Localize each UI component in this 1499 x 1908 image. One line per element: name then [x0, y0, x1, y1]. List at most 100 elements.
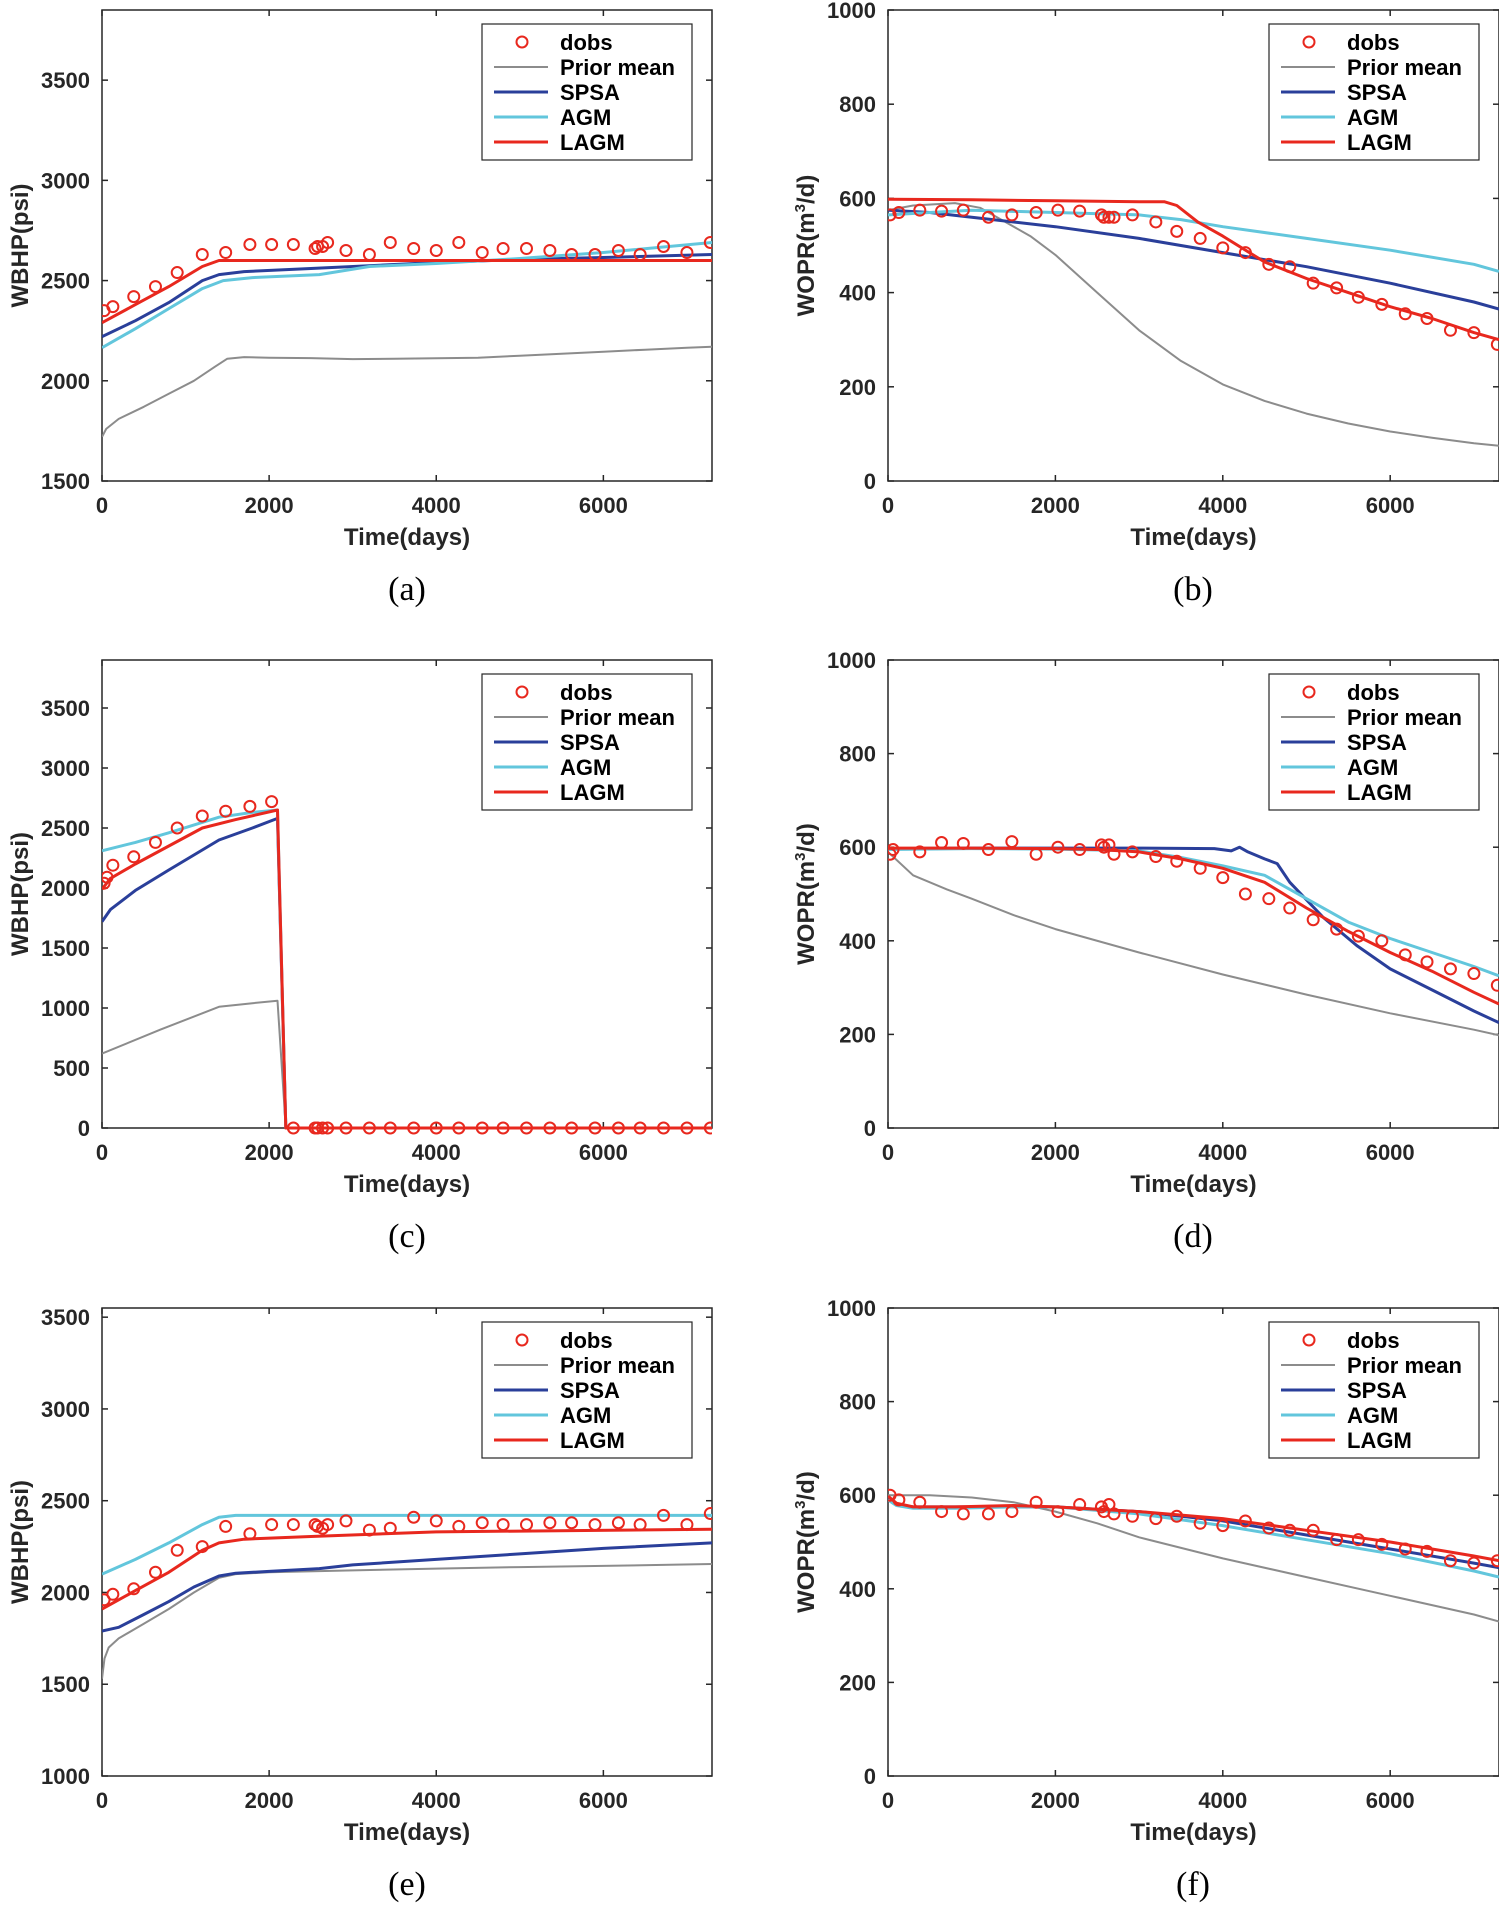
dobs-point: [429, 1514, 443, 1528]
dobs-point: [452, 1519, 466, 1533]
dobs-point: [1051, 1505, 1065, 1519]
dobs-point: [362, 1121, 376, 1135]
dobs-point: [1107, 1507, 1121, 1521]
chart-panel-a: 0 2000 4000 6000 1500 2000 2500 3000 3500 Time(da…: [7, 9, 713, 608]
legend-label-prior: Prior mean: [1347, 705, 1462, 730]
panel-caption: (d): [1173, 1218, 1213, 1255]
x-tick-label: 6000: [1366, 1140, 1415, 1165]
dobs-point: [1170, 854, 1184, 868]
y-axis-label: WOPR(m3/d): [792, 1471, 820, 1613]
y-tick-label: 200: [839, 375, 876, 400]
x-tick-label: 2000: [1031, 493, 1080, 518]
dobs-point: [475, 1516, 489, 1530]
series-line-agm: [102, 241, 712, 350]
dobs-point: [496, 242, 510, 256]
dobs-point: [1306, 276, 1320, 290]
dobs-point: [981, 843, 995, 857]
x-tick-label: 0: [882, 493, 894, 518]
legend-label-lagm: LAGM: [1347, 130, 1412, 155]
dobs-point: [219, 1519, 233, 1533]
series-line-spsa: [102, 1541, 712, 1633]
y-axis-label-sup: 3: [792, 204, 809, 212]
dobs-point: [339, 1121, 353, 1135]
legend-label-dobs: dobs: [1347, 680, 1400, 705]
dobs-point: [1490, 337, 1499, 351]
legend-dobs-marker: [515, 35, 529, 49]
y-axis-label-end: /d): [793, 1471, 820, 1500]
y-axis-label-end: /d): [793, 823, 820, 852]
dobs-point: [703, 235, 712, 249]
dobs-point: [913, 203, 927, 217]
y-axis-label-end: /d): [793, 175, 820, 204]
y-axis-label: WBHP(psi): [7, 184, 34, 308]
dobs-point: [1306, 913, 1320, 927]
dobs-point: [1420, 955, 1434, 969]
legend-label-spsa: SPSA: [1347, 1378, 1407, 1403]
y-tick-label: 200: [839, 1022, 876, 1047]
dobs-point: [429, 1121, 443, 1135]
y-tick-label: 1000: [827, 648, 876, 673]
y-axis-label: WBHP(psi): [7, 832, 34, 956]
series-line-prior: [102, 999, 712, 1129]
y-tick-label: 3000: [41, 168, 90, 193]
dobs-point: [286, 237, 300, 251]
dobs-point: [321, 1518, 335, 1532]
dobs-point: [170, 1543, 184, 1557]
legend-label-lagm: LAGM: [560, 780, 625, 805]
dobs-point: [1420, 1544, 1434, 1558]
series-line-lagm: [888, 197, 1499, 342]
dobs-point: [1102, 210, 1116, 224]
series-line-agm: [888, 847, 1499, 978]
dobs-point: [1125, 845, 1139, 859]
dobs-point: [1094, 208, 1108, 222]
dobs-point: [1170, 224, 1184, 238]
dobs-point: [565, 248, 579, 262]
y-tick-label: 3000: [41, 1397, 90, 1422]
y-tick-label: 2500: [41, 1489, 90, 1514]
x-axis-label: Time(days): [344, 1819, 470, 1846]
dobs-point: [1005, 1505, 1019, 1519]
dobs-point: [475, 246, 489, 260]
dobs-point: [1170, 1509, 1184, 1523]
panel-caption: (a): [388, 571, 426, 608]
series-line-agm: [102, 1513, 712, 1576]
dobs-point: [219, 804, 233, 818]
x-tick-label: 6000: [579, 1788, 628, 1813]
legend-label-dobs: dobs: [1347, 30, 1400, 55]
dobs-point: [1193, 1516, 1207, 1530]
dobs-point: [308, 242, 322, 256]
dobs-point: [633, 248, 647, 262]
dobs-point: [383, 1121, 397, 1135]
chart-panel-b: 0 2000 4000 6000 0 200 400 600 800 1000 Time(days)…: [792, 0, 1499, 608]
dobs-point: [195, 809, 209, 823]
dobs-point: [316, 1121, 330, 1135]
dobs-point: [1306, 1523, 1320, 1537]
legend-dobs-marker: [1302, 1333, 1316, 1347]
x-axis-label: Time(days): [1130, 1819, 1256, 1846]
y-axis-label-base: WOPR(m: [793, 212, 820, 316]
x-tick-label: 4000: [1198, 493, 1247, 518]
y-tick-label: 800: [839, 742, 876, 767]
dobs-point: [565, 1516, 579, 1530]
y-tick-label: 600: [839, 835, 876, 860]
dobs-point: [1443, 962, 1457, 976]
dobs-point: [981, 210, 995, 224]
dobs-point: [1073, 843, 1087, 857]
dobs-point: [892, 1493, 906, 1507]
series-line-spsa: [888, 208, 1499, 311]
dobs-point: [1467, 967, 1481, 981]
plot-area: [888, 835, 1499, 1037]
x-tick-label: 4000: [1198, 1788, 1247, 1813]
dobs-point: [321, 1121, 335, 1135]
dobs-point: [1351, 929, 1365, 943]
y-tick-label: 600: [839, 186, 876, 211]
x-tick-label: 6000: [579, 493, 628, 518]
plot-area: [102, 235, 712, 438]
x-tick-label: 4000: [412, 1140, 461, 1165]
plot-frame: [887, 1307, 1499, 1777]
dobs-point: [1149, 850, 1163, 864]
y-tick-label: 2500: [41, 269, 90, 294]
dobs-point: [1375, 934, 1389, 948]
dobs-point: [106, 858, 120, 872]
